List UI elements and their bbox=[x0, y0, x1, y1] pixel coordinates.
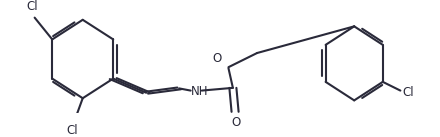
Text: Cl: Cl bbox=[27, 0, 38, 13]
Text: O: O bbox=[213, 52, 222, 65]
Text: Cl: Cl bbox=[403, 86, 414, 99]
Text: NH: NH bbox=[191, 85, 208, 98]
Text: O: O bbox=[232, 116, 241, 129]
Text: Cl: Cl bbox=[67, 124, 78, 137]
